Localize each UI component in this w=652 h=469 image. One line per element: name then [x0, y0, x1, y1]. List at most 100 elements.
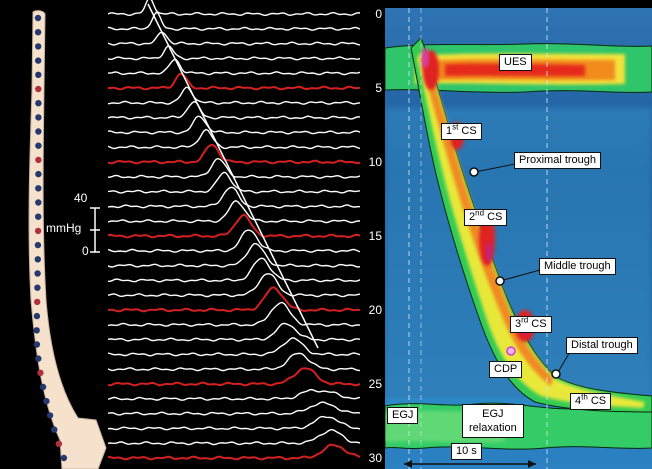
catheter-sensor-dot: [35, 199, 42, 206]
pressure-trace: [108, 401, 360, 416]
pressure-trace: [108, 337, 360, 357]
pressure-trace: [108, 11, 360, 31]
catheter-sensor-dot: [35, 170, 42, 178]
catheter-sensor-dot: [34, 256, 41, 263]
pressure-trace: [108, 100, 360, 120]
pressure-trace-highlight: [108, 213, 360, 239]
catheter-sensor-dot: [35, 71, 42, 79]
distal-trough-label: Distal trough: [566, 337, 638, 354]
catheter-sensor-dot: [34, 227, 42, 235]
pressure-trace-highlight: [108, 72, 360, 91]
catheter-sensor-dot: [51, 426, 58, 433]
catheter-sensor-dot: [34, 14, 42, 22]
egj-relaxation-line1: EGJ: [482, 408, 504, 420]
pressure-trace: [108, 0, 360, 17]
sensor-number-15: 15: [368, 229, 382, 243]
propagation-line: [147, 3, 319, 349]
catheter-sensor-dot: [35, 128, 42, 135]
sensor-number-25: 25: [368, 377, 382, 391]
pressure-trace: [108, 31, 360, 46]
catheter-sensor-dot: [34, 29, 42, 36]
catheter-sensor-dot: [46, 412, 54, 419]
scale-unit-label: mmHg: [46, 221, 82, 235]
distal-trough-marker: [551, 369, 561, 379]
cs1-number: 1: [446, 125, 453, 137]
scale-top-label: 40: [74, 191, 88, 205]
catheter-sensor-dot: [35, 43, 42, 50]
catheter-sensor-dot: [33, 312, 41, 320]
cs2-label: 2nd CS: [464, 208, 508, 226]
cs1-suffix: CS: [458, 125, 477, 137]
trough-markers: [469, 163, 572, 379]
catheter-sensor-dot: [37, 369, 44, 376]
pressure-trace-highlight: [108, 367, 360, 387]
catheter-sensor-dot: [35, 114, 42, 121]
cs4-number: 4: [575, 395, 582, 407]
catheter-sensor-dot: [60, 454, 68, 462]
cs2-suffix-sup: nd: [475, 208, 485, 218]
cdp-label: CDP: [489, 361, 523, 378]
cs3-suffix-sup: rd: [521, 315, 529, 325]
cs4-label: 4th CS: [570, 392, 612, 410]
pressure-trace: [108, 273, 360, 298]
egj-relaxation-line2: relaxation: [469, 422, 517, 434]
cs1-label: 1st CS: [441, 123, 482, 140]
pressure-trace-highlight: [108, 286, 360, 313]
pressure-trace: [108, 428, 360, 446]
pressure-trace: [108, 301, 360, 327]
catheter-sensor-dot: [34, 298, 41, 306]
catheter-sensor-dot: [35, 57, 42, 64]
cs1-suffix-sup: st: [452, 122, 459, 132]
cs3-suffix: CS: [528, 318, 547, 330]
catheter-sensor-dot: [35, 100, 42, 107]
pressure-trace: [108, 322, 360, 342]
pressure-trace: [108, 128, 360, 150]
catheter-sensor-dot: [43, 398, 50, 405]
catheter-sensor-dot: [34, 284, 41, 291]
middle-trough-marker: [495, 276, 505, 286]
pressure-trace: [108, 86, 360, 105]
pressure-trace: [108, 388, 360, 401]
pressure-trace: [108, 229, 360, 253]
scale-bottom-label: 0: [82, 244, 89, 258]
catheter-sensor-dot: [39, 383, 47, 391]
sensor-number-20: 20: [368, 303, 382, 317]
egj-label: EGJ: [387, 407, 419, 424]
pressure-trace: [108, 171, 360, 194]
catheter-sensor-dot: [35, 85, 42, 93]
pressure-traces: [108, 0, 360, 461]
sensor-number-5: 5: [375, 81, 382, 95]
proximal-trough-marker: [469, 167, 479, 177]
pressure-trace: [108, 186, 360, 209]
sensor-number-0: 0: [375, 7, 382, 21]
pressure-trace: [108, 352, 360, 372]
middle-trough-label: Middle trough: [539, 258, 616, 275]
pressure-trace: [108, 115, 360, 135]
pressure-trace: [108, 200, 360, 224]
catheter-sensor-dot: [35, 355, 42, 362]
catheter-sensor-dot: [33, 341, 41, 348]
time-scale-label: 10 s: [451, 443, 482, 460]
cs4-suffix-sup: th: [581, 392, 588, 402]
cs4-suffix: CS: [587, 395, 607, 407]
pressure-trace-highlight: [108, 143, 360, 165]
scale-bar: [90, 207, 100, 253]
pressure-trace: [108, 45, 360, 61]
catheter-sensor-dot: [35, 185, 42, 192]
time-scale-bar: [404, 460, 536, 468]
pressure-trace: [108, 242, 360, 268]
pressure-trace: [108, 415, 360, 431]
sensor-number-10: 10: [368, 155, 382, 169]
catheter-sensor-dot: [33, 327, 40, 334]
catheter-sensor-dot: [35, 213, 42, 220]
ues-label: UES: [499, 54, 532, 71]
proximal-trough-label: Proximal trough: [514, 152, 602, 169]
catheter-illustration: [28, 10, 107, 469]
egj-relaxation-label: EGJ relaxation: [462, 404, 524, 438]
catheter-sensor-dot: [34, 241, 42, 249]
cdp-marker: [506, 346, 516, 356]
pressure-trace-highlight: [108, 443, 360, 461]
sensor-number-30: 30: [368, 451, 382, 465]
catheter-sensor-dot: [34, 270, 41, 277]
